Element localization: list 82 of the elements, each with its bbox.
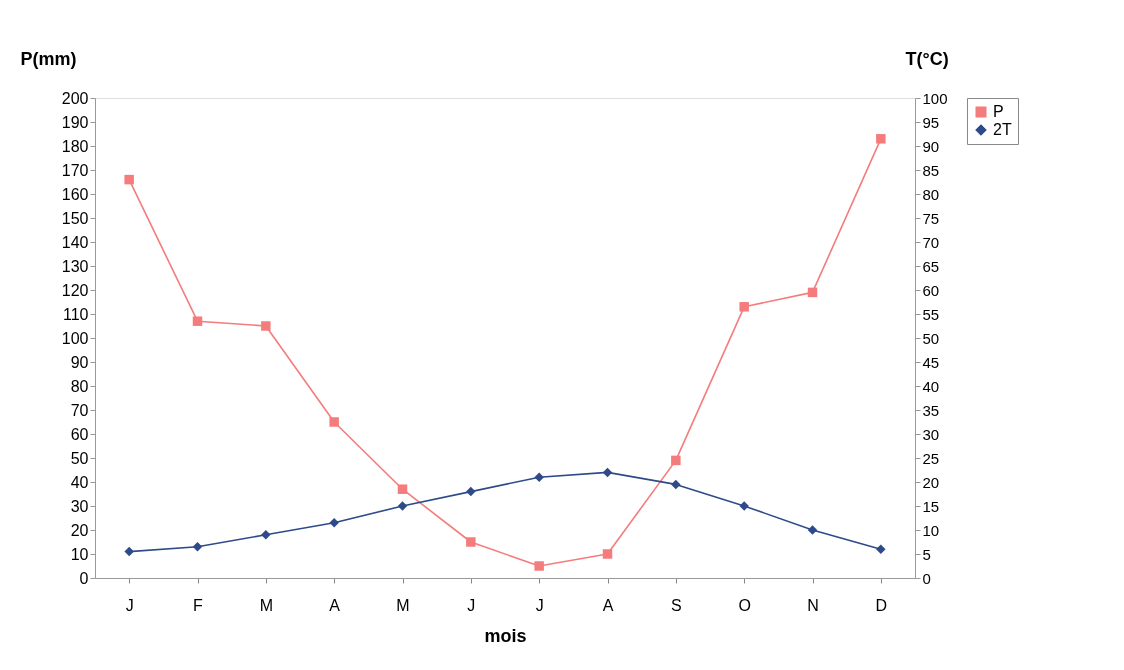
y-tick-label: 150 — [61, 209, 89, 227]
y2-tick-label: 30 — [922, 425, 940, 443]
y2-tick-label: 10 — [922, 521, 940, 539]
y2-tick-label: 50 — [922, 329, 940, 347]
y-tick-label: 20 — [70, 521, 89, 539]
point — [397, 501, 408, 511]
point — [602, 549, 613, 559]
y2-tick-label: 20 — [922, 473, 940, 491]
y2-tick-label: 70 — [922, 233, 940, 251]
legend-label: P — [993, 103, 1004, 120]
point — [466, 486, 476, 497]
point — [671, 455, 681, 466]
legend-label: 2T — [993, 121, 1012, 138]
x-tick-label: S — [671, 596, 682, 614]
x-tick-label: D — [875, 596, 888, 614]
point — [602, 467, 613, 478]
point — [192, 316, 203, 326]
point — [807, 525, 818, 535]
x-tick-label: M — [259, 596, 273, 614]
y2-tick-label: 80 — [922, 185, 940, 203]
point — [124, 174, 134, 185]
y-tick-label: 190 — [61, 113, 89, 131]
y-tick-label: 180 — [61, 137, 89, 155]
point — [534, 472, 544, 482]
x-tick-label: A — [602, 596, 614, 614]
point — [329, 417, 339, 427]
point — [466, 537, 476, 547]
y-tick-label: 100 — [61, 329, 89, 347]
y-tick-label: 110 — [62, 305, 89, 323]
y-tick-label: 30 — [70, 497, 89, 515]
y2-tick-label: 100 — [922, 89, 948, 107]
y2-tick-label: 75 — [922, 209, 940, 227]
y2-tick-label: 55 — [922, 305, 940, 323]
y-tick-label: 200 — [61, 89, 89, 107]
point — [876, 134, 886, 144]
y-tick-label: 130 — [61, 257, 89, 275]
y2-tick-label: 45 — [922, 353, 940, 371]
y-tick-label: 0 — [79, 569, 89, 587]
point — [534, 561, 544, 571]
point — [739, 302, 749, 312]
y2-tick-label: 95 — [922, 113, 940, 131]
y2-tick-label: 60 — [922, 281, 940, 299]
y2-tick-label: 5 — [922, 545, 931, 563]
y2-tick-label: 40 — [922, 377, 940, 395]
y2-tick-label: 0 — [922, 569, 931, 587]
x-tick-label: J — [535, 596, 544, 614]
y-tick-label: 170 — [61, 161, 89, 179]
point — [329, 518, 339, 528]
point — [124, 546, 134, 557]
y2-tick-label: 25 — [922, 449, 940, 467]
y-axis-title: P(mm) — [20, 48, 77, 69]
y-tick-label: 60 — [70, 425, 89, 443]
y-tick-label: 70 — [70, 401, 89, 419]
x-tick-label: J — [125, 596, 134, 614]
y-tick-label: 120 — [61, 281, 89, 299]
point — [671, 479, 681, 490]
y2-tick-label: 15 — [922, 497, 940, 515]
y2-tick-label: 85 — [922, 161, 940, 179]
point — [261, 321, 271, 331]
y-tick-label: 160 — [61, 185, 89, 203]
x-tick-label: M — [396, 596, 410, 614]
point — [876, 544, 886, 554]
y-tick-label: 80 — [70, 377, 89, 395]
y2-tick-label: 90 — [922, 137, 940, 155]
y2-tick-label: 65 — [922, 257, 940, 275]
y-tick-label: 50 — [70, 449, 89, 467]
y-tick-label: 140 — [61, 233, 89, 251]
y2-tick-label: 35 — [922, 401, 940, 419]
point — [807, 287, 818, 298]
point — [261, 530, 271, 540]
y-tick-label: 90 — [70, 353, 89, 371]
x-tick-label: J — [467, 596, 476, 614]
y-tick-label: 10 — [70, 545, 89, 563]
x-tick-label: O — [738, 596, 751, 614]
x-axis-title: mois — [484, 625, 527, 646]
x-tick-label: N — [807, 596, 819, 614]
point — [192, 542, 203, 552]
point — [397, 484, 408, 494]
x-tick-label: F — [193, 596, 204, 614]
y2-axis-title: T(°C) — [905, 48, 949, 69]
y-tick-label: 40 — [70, 473, 89, 491]
x-tick-label: A — [329, 596, 341, 614]
